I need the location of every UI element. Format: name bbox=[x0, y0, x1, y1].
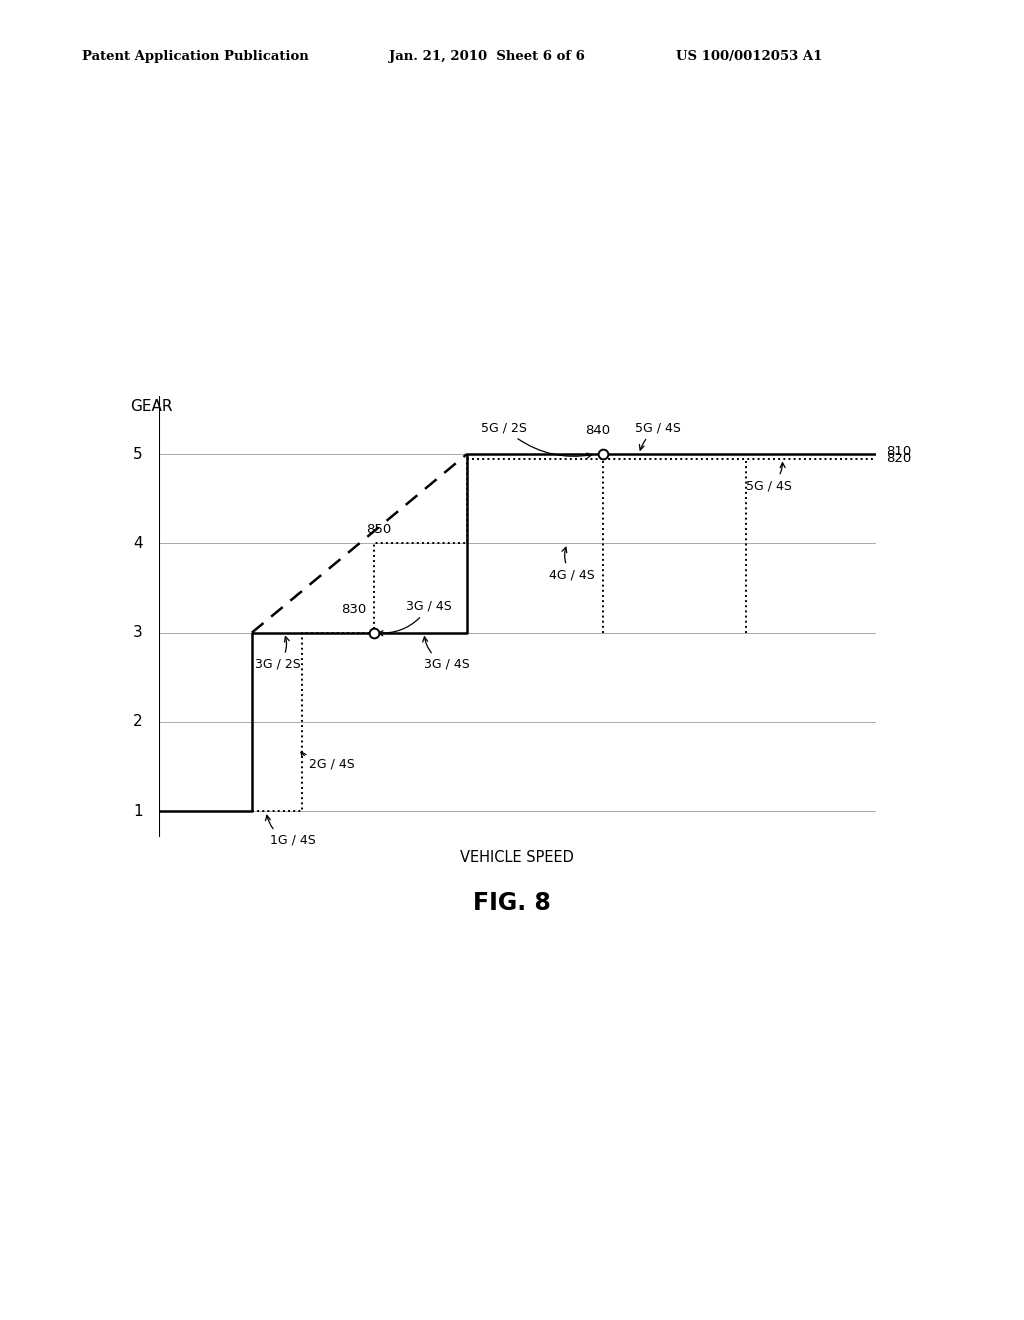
Text: 3G / 4S: 3G / 4S bbox=[423, 636, 470, 671]
Text: 830: 830 bbox=[342, 603, 367, 616]
Text: 2G / 4S: 2G / 4S bbox=[301, 752, 355, 771]
Text: FIG. 8: FIG. 8 bbox=[473, 891, 551, 915]
Text: 3: 3 bbox=[133, 626, 143, 640]
Text: VEHICLE SPEED: VEHICLE SPEED bbox=[460, 850, 574, 865]
Text: 850: 850 bbox=[367, 523, 392, 536]
Text: 840: 840 bbox=[586, 425, 610, 437]
Text: 4G / 4S: 4G / 4S bbox=[549, 548, 595, 581]
Text: 3G / 2S: 3G / 2S bbox=[256, 636, 301, 671]
Text: Patent Application Publication: Patent Application Publication bbox=[82, 50, 308, 63]
Text: 810: 810 bbox=[886, 445, 911, 458]
Text: 1: 1 bbox=[133, 804, 143, 818]
Text: 4: 4 bbox=[133, 536, 143, 550]
Text: 2: 2 bbox=[133, 714, 143, 730]
Text: Jan. 21, 2010  Sheet 6 of 6: Jan. 21, 2010 Sheet 6 of 6 bbox=[389, 50, 585, 63]
Text: 3G / 4S: 3G / 4S bbox=[378, 601, 452, 636]
Text: GEAR: GEAR bbox=[130, 399, 173, 413]
Text: 5G / 4S: 5G / 4S bbox=[635, 421, 681, 450]
Text: 1G / 4S: 1G / 4S bbox=[265, 816, 315, 846]
Text: 820: 820 bbox=[886, 451, 911, 465]
Text: 5G / 4S: 5G / 4S bbox=[746, 463, 793, 492]
Text: 5: 5 bbox=[133, 446, 143, 462]
Text: 5G / 2S: 5G / 2S bbox=[481, 421, 592, 458]
Text: US 100/0012053 A1: US 100/0012053 A1 bbox=[676, 50, 822, 63]
